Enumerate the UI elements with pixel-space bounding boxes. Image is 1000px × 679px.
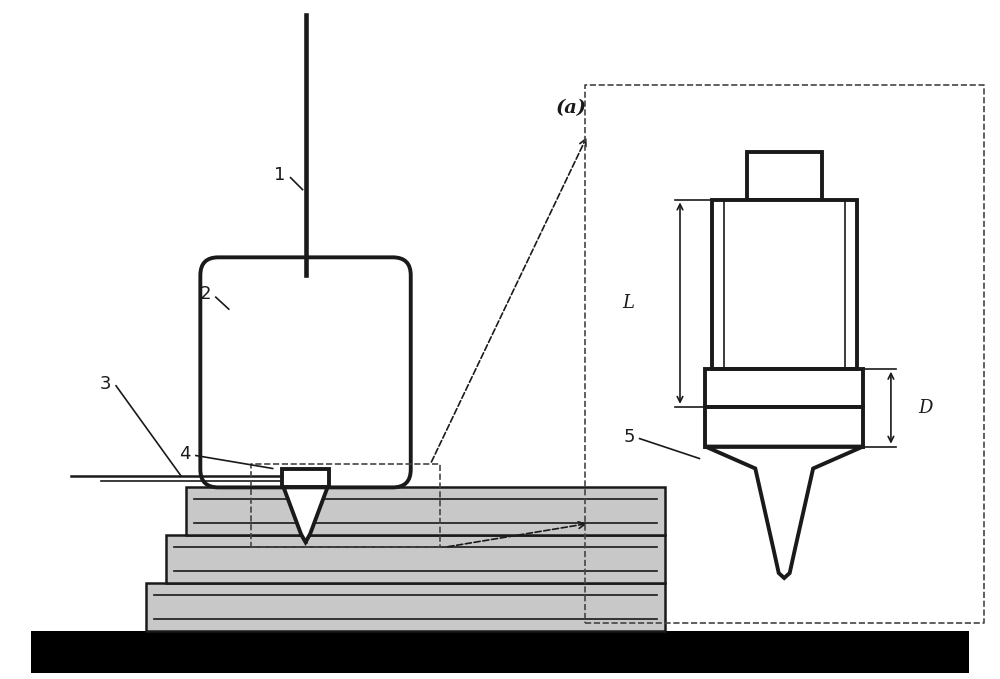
Bar [31, 631, 969, 673]
Polygon shape [705, 447, 863, 578]
Text: 3: 3 [100, 375, 111, 393]
Text: 5: 5 [623, 428, 635, 445]
Bar [747, 152, 822, 200]
Polygon shape [284, 488, 327, 542]
Bar [282, 469, 329, 488]
Text: 2: 2 [199, 285, 211, 304]
Text: 4: 4 [179, 445, 191, 462]
Bar [712, 200, 857, 369]
Bar [705, 369, 863, 407]
Bar [166, 535, 665, 583]
Bar [705, 407, 863, 447]
Text: D: D [919, 399, 933, 417]
Bar [186, 488, 665, 535]
Text: L: L [622, 294, 634, 312]
FancyBboxPatch shape [200, 257, 411, 488]
Bar [146, 583, 665, 631]
Text: (a): (a) [556, 99, 587, 117]
Text: 1: 1 [274, 166, 286, 184]
